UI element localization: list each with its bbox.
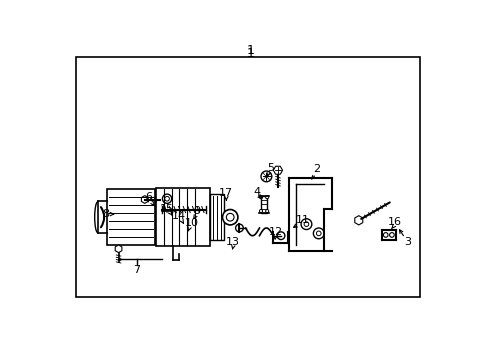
Circle shape <box>162 194 171 203</box>
Bar <box>261 195 266 213</box>
Polygon shape <box>115 245 122 253</box>
Bar <box>210 194 224 240</box>
Circle shape <box>259 210 262 213</box>
Circle shape <box>235 224 243 232</box>
Text: 13: 13 <box>226 237 240 247</box>
Text: 11: 11 <box>295 215 309 225</box>
Bar <box>76 57 420 297</box>
Circle shape <box>261 171 271 182</box>
Circle shape <box>222 210 238 225</box>
Text: 2: 2 <box>312 164 319 174</box>
Text: 1: 1 <box>246 47 254 60</box>
Circle shape <box>316 231 321 236</box>
Circle shape <box>265 210 268 213</box>
Circle shape <box>259 195 262 199</box>
Circle shape <box>301 219 311 230</box>
Text: 7: 7 <box>133 265 141 275</box>
Polygon shape <box>354 216 362 225</box>
Text: 10: 10 <box>184 219 198 228</box>
Text: 16: 16 <box>387 217 401 227</box>
Circle shape <box>383 233 387 237</box>
Text: 4: 4 <box>253 187 260 197</box>
Text: 15: 15 <box>160 204 174 214</box>
Text: 17: 17 <box>219 188 233 198</box>
Circle shape <box>313 228 324 239</box>
Text: 5: 5 <box>266 163 273 173</box>
Bar <box>156 188 210 247</box>
Text: 9: 9 <box>193 206 200 216</box>
Text: 1: 1 <box>246 44 254 57</box>
Circle shape <box>226 213 234 221</box>
Circle shape <box>277 232 285 239</box>
Text: 6: 6 <box>145 192 152 202</box>
Text: 12: 12 <box>268 227 282 237</box>
Circle shape <box>265 195 268 199</box>
Circle shape <box>389 233 393 237</box>
Bar <box>107 189 154 245</box>
Polygon shape <box>273 166 282 174</box>
Text: 14: 14 <box>172 211 186 221</box>
Text: 8: 8 <box>102 209 110 219</box>
Circle shape <box>304 222 308 226</box>
Circle shape <box>164 197 169 201</box>
Polygon shape <box>141 195 148 203</box>
Text: 3: 3 <box>403 237 410 247</box>
